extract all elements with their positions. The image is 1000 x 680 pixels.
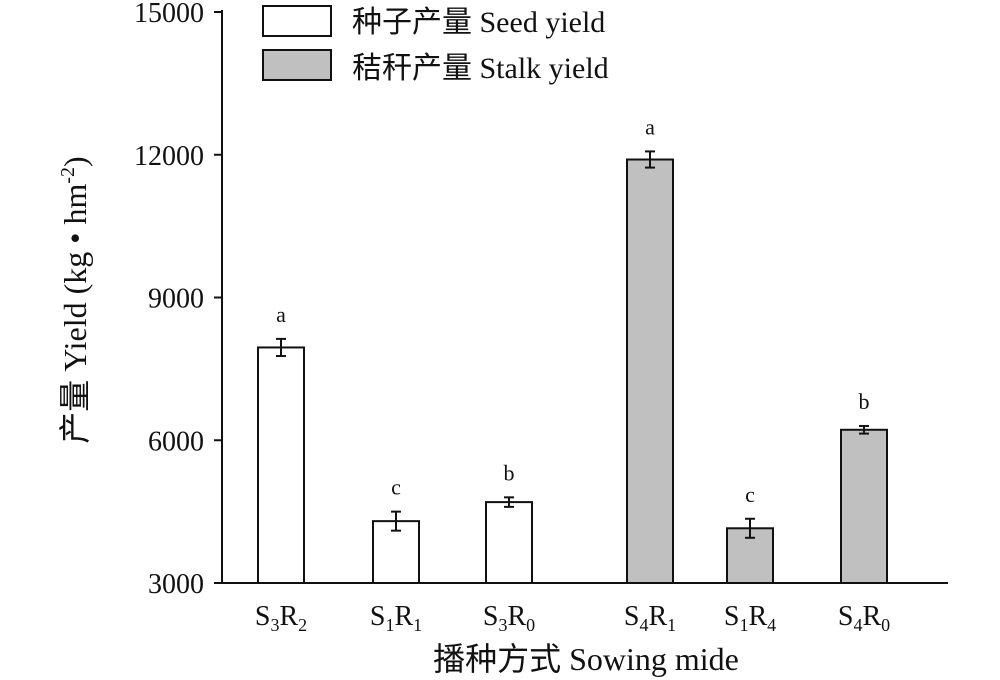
significance-letter: a [276,302,286,327]
bar [626,158,674,584]
y-ticks: 3000 6000 9000 12000 15000 [134,0,222,600]
x-tick-labels: S3R2 S1R1 S3R0 S4R1 S1R4 S4R0 [255,601,890,635]
legend: 种子产量 Seed yield 秸秆产量 Stalk yield [262,5,609,85]
significance-letter: c [391,475,401,500]
significance-letter: a [645,114,655,139]
bar [485,501,533,585]
legend-swatch-seed [262,5,332,37]
y-axis-title: 产量 Yield (kg • hm-2) [57,156,93,443]
significance-letter: b [504,460,515,485]
y-tick-label: 12000 [134,141,204,172]
significance-letter: b [859,389,870,414]
x-axis-title: 播种方式 Sowing mide [433,641,739,677]
y-tick-label: 6000 [148,426,204,457]
x-tick-label: S1R4 [724,601,776,635]
bar [257,346,305,584]
x-tick-label: S1R1 [370,601,422,635]
bar [840,428,888,585]
y-tick-label: 15000 [134,0,204,29]
bars: a c b a c b [257,114,888,585]
y-tick-label: 3000 [148,569,204,600]
legend-label-seed: 种子产量 Seed yield [352,6,605,39]
x-tick-label: S3R2 [255,601,307,635]
x-tick-label: S4R0 [838,601,890,635]
significance-letter: c [745,482,755,507]
legend-swatch-stalk [262,49,332,81]
x-tick-label: S3R0 [483,601,535,635]
legend-label-stalk: 秸秆产量 Stalk yield [352,52,609,85]
x-tick-label: S4R1 [624,601,676,635]
y-tick-label: 9000 [148,284,204,315]
